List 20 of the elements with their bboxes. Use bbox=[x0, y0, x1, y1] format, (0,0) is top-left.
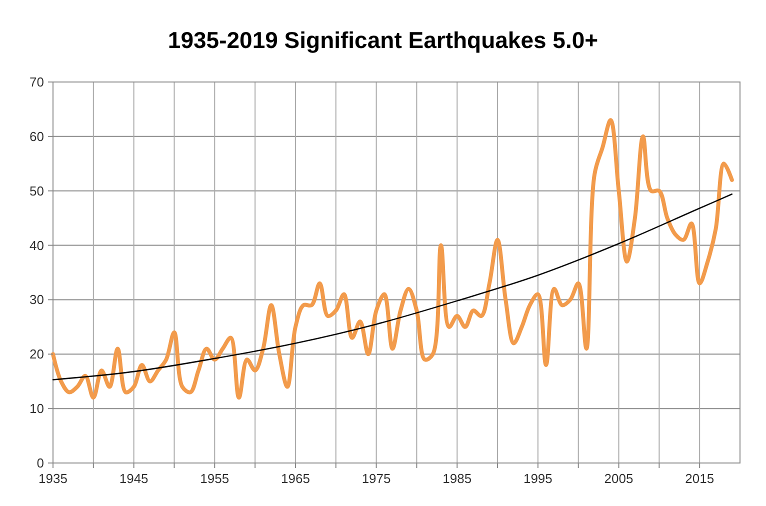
x-tick-label: 1935 bbox=[38, 471, 68, 486]
chart-title: 1935-2019 Significant Earthquakes 5.0+ bbox=[168, 27, 598, 53]
x-tick-label: 2005 bbox=[604, 471, 634, 486]
x-tick-label: 1945 bbox=[119, 471, 148, 486]
y-tick-label: 70 bbox=[30, 74, 44, 90]
y-tick-label: 10 bbox=[30, 401, 44, 416]
line-series bbox=[51, 118, 734, 400]
y-tick-label: 60 bbox=[30, 128, 44, 144]
y-tick-label: 0 bbox=[36, 456, 44, 470]
x-tick-label: 1985 bbox=[442, 471, 472, 486]
y-tick-label: 50 bbox=[30, 183, 44, 198]
y-tick-label: 40 bbox=[30, 238, 44, 253]
x-tick-label: 1975 bbox=[362, 471, 391, 486]
line-series bbox=[52, 193, 733, 380]
x-tick-label: 1995 bbox=[523, 471, 552, 486]
x-tick-label: 1965 bbox=[281, 471, 310, 486]
x-tick-label: 1955 bbox=[200, 471, 230, 486]
y-tick-label: 30 bbox=[30, 292, 44, 308]
x-tick-label: 2015 bbox=[685, 471, 714, 486]
y-tick-label: 20 bbox=[30, 346, 44, 362]
